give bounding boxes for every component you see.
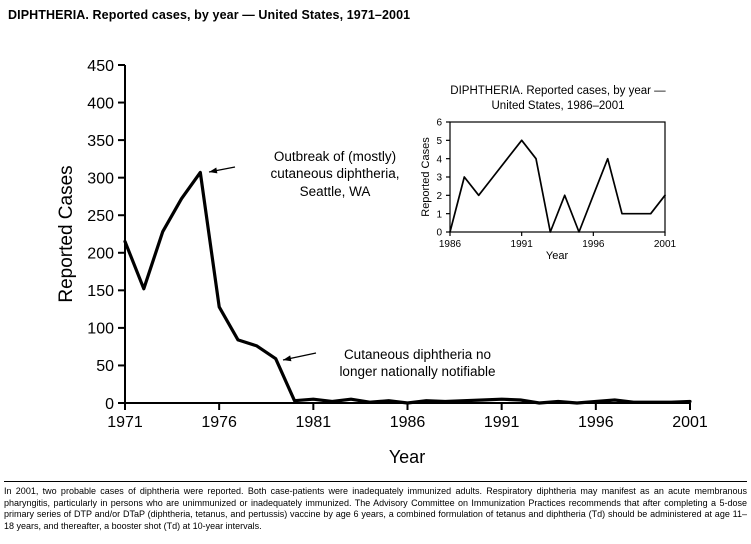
footnote: In 2001, two probable cases of diphtheri… <box>4 481 747 533</box>
main-y-tick-label: 200 <box>87 246 114 263</box>
main-x-tick-label: 1996 <box>578 414 614 431</box>
main-series-line <box>123 170 692 405</box>
notifiable-arrow-head <box>283 355 292 362</box>
inset-x-tick-label: 1991 <box>511 239 534 250</box>
inset-chart-title: DIPHTHERIA. Reported cases, by year — Un… <box>450 85 666 112</box>
main-x-tick-label: 1976 <box>201 414 237 431</box>
main-y-tick-label: 0 <box>105 396 114 413</box>
inset-y-tick-label: 5 <box>436 136 442 147</box>
main-y-tick-label: 150 <box>87 283 114 300</box>
annotation-no-longer-notifiable: Cutaneous diphtheria no longer nationall… <box>339 347 496 380</box>
inset-y-tick-label: 6 <box>436 118 442 129</box>
main-y-tick-label: 450 <box>87 58 114 75</box>
main-x-tick-label: 1971 <box>107 414 143 431</box>
main-x-tick-label: 2001 <box>672 414 708 431</box>
inset-y-tick-label: 1 <box>436 209 442 220</box>
main-y-tick-label: 350 <box>87 133 114 150</box>
outbreak-arrow-head <box>209 167 218 174</box>
inset-series-line <box>449 139 666 233</box>
inset-y-tick-label: 4 <box>436 154 442 165</box>
main-y-tick-label: 250 <box>87 208 114 225</box>
main-y-tick-label: 100 <box>87 321 114 338</box>
main-x-tick-label: 1986 <box>390 414 426 431</box>
inset-x-tick-label: 2001 <box>654 239 677 250</box>
inset-x-tick-label: 1986 <box>439 239 462 250</box>
inset-y-tick-label: 0 <box>436 228 442 239</box>
main-x-tick-label: 1991 <box>484 414 520 431</box>
main-x-axis-title: Year <box>389 447 425 467</box>
inset-y-tick-label: 3 <box>436 173 442 184</box>
main-y-tick-label: 300 <box>87 170 114 187</box>
main-y-axis-title: Reported Cases <box>56 165 77 302</box>
inset-y-tick-label: 2 <box>436 191 442 202</box>
main-y-tick-label: 50 <box>96 358 114 375</box>
main-x-tick-label: 1981 <box>296 414 332 431</box>
annotation-outbreak-seattle: Outbreak of (mostly) cutaneous diphtheri… <box>270 149 400 199</box>
inset-x-tick-label: 1996 <box>582 239 605 250</box>
chart-title: DIPHTHERIA. Reported cases, by year — Un… <box>8 8 411 22</box>
main-y-tick-label: 400 <box>87 95 114 112</box>
inset-x-axis-title: Year <box>546 250 569 262</box>
inset-y-axis-title: Reported Cases <box>420 137 432 217</box>
